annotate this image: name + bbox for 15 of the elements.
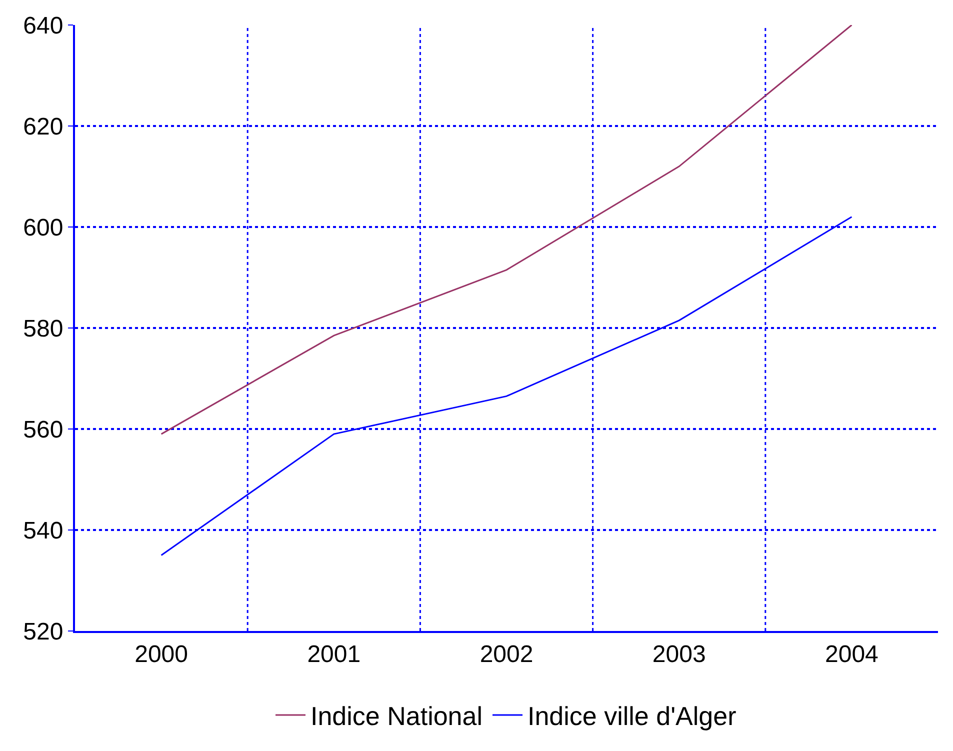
y-tick-label: 600 <box>23 214 64 242</box>
y-tick-label: 640 <box>23 12 64 40</box>
x-tick-label: 2002 <box>480 640 534 668</box>
x-tick-label: 2001 <box>307 640 361 668</box>
x-tick-label: 2004 <box>825 640 878 668</box>
legend-label: Indice National <box>310 701 482 732</box>
y-tick-label: 580 <box>23 315 64 342</box>
y-tick-label: 560 <box>23 416 64 444</box>
y-tick-label: 540 <box>23 517 64 544</box>
y-tick-label: 620 <box>23 113 64 140</box>
legend-label: Indice ville d'Alger <box>528 701 737 732</box>
line-series <box>160 25 852 435</box>
x-tick-label: 2000 <box>134 640 188 668</box>
x-tick-label: 2003 <box>652 640 706 668</box>
y-tick-label: 520 <box>23 618 64 646</box>
